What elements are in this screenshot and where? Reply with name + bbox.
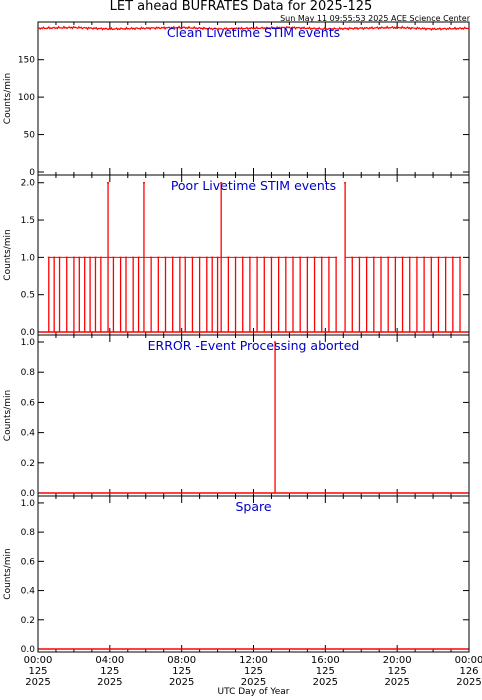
y-tick-label: 1.0 — [21, 253, 36, 263]
x-tick-label-doy: 125 — [100, 666, 119, 677]
y-axis-label: Counts/min — [3, 229, 13, 280]
y-tick-label: 0 — [29, 168, 35, 178]
panel-title: Spare — [235, 499, 271, 514]
y-tick-label: 0.6 — [21, 398, 36, 408]
x-tick-label-year: 2025 — [25, 677, 50, 688]
y-tick-label: 0.2 — [21, 459, 35, 469]
y-tick-label: 1.0 — [21, 499, 36, 509]
y-tick-label: 0.2 — [21, 616, 35, 626]
x-tick-label-doy: 125 — [316, 666, 335, 677]
series-line-clean-livetime — [38, 25, 470, 32]
x-tick-label-doy: 125 — [244, 666, 263, 677]
panel-title: Poor Livetime STIM events — [171, 178, 336, 193]
x-tick-label-time: 00:00 — [455, 655, 482, 666]
x-tick-label-doy: 125 — [172, 666, 191, 677]
y-tick-label: 2.0 — [21, 179, 36, 189]
y-tick-label: 50 — [24, 131, 36, 141]
y-tick-label: 0.8 — [21, 368, 36, 378]
panel-frame — [37, 21, 470, 176]
x-axis-label: UTC Day of Year — [218, 687, 290, 697]
y-tick-label: 0.5 — [21, 291, 35, 301]
x-tick-label-time: 04:00 — [95, 655, 124, 666]
x-tick-label-time: 20:00 — [383, 655, 412, 666]
x-tick-label-year: 2025 — [169, 677, 194, 688]
generation-timestamp: Sun May 11 09:55:53 2025 ACE Science Cen… — [280, 14, 470, 23]
panel-frame — [37, 174, 470, 336]
x-tick-label-doy: 125 — [388, 666, 407, 677]
x-tick-label-year: 2025 — [241, 677, 266, 688]
x-tick-label-doy: 125 — [28, 666, 47, 677]
y-tick-label: 0.4 — [21, 587, 36, 597]
y-axis-label: Counts/min — [3, 548, 13, 599]
x-tick-label-year: 2025 — [97, 677, 122, 688]
x-tick-label-doy: 126 — [459, 666, 478, 677]
x-tick-label-time: 12:00 — [239, 655, 268, 666]
y-axis-label: Counts/min — [3, 73, 13, 124]
y-tick-label: 1.5 — [21, 216, 35, 226]
y-tick-label: 0.0 — [21, 489, 36, 499]
chart-title: LET ahead BUFRATES Data for 2025-125 — [109, 0, 373, 14]
panel-frame — [37, 334, 470, 497]
y-tick-label: 0.0 — [21, 328, 36, 338]
y-axis-label: Counts/min — [3, 390, 13, 441]
y-tick-label: 0.0 — [21, 645, 36, 655]
y-tick-label: 100 — [18, 93, 35, 103]
y-tick-label: 0.8 — [21, 528, 36, 538]
x-tick-label-time: 08:00 — [167, 655, 196, 666]
x-tick-label-year: 2025 — [456, 677, 481, 688]
x-tick-label-year: 2025 — [384, 677, 409, 688]
y-tick-label: 0.6 — [21, 557, 36, 567]
x-tick-label-time: 00:00 — [24, 655, 53, 666]
y-tick-label: 0.4 — [21, 429, 36, 439]
y-tick-label: 150 — [18, 56, 35, 66]
x-tick-label-year: 2025 — [313, 677, 338, 688]
panel-title: ERROR -Event Processing aborted — [148, 338, 360, 353]
panel-title: Clean Livetime STIM events — [167, 25, 340, 40]
panel-frame — [37, 495, 470, 653]
x-tick-label-time: 16:00 — [311, 655, 340, 666]
y-tick-label: 1.0 — [21, 338, 36, 348]
